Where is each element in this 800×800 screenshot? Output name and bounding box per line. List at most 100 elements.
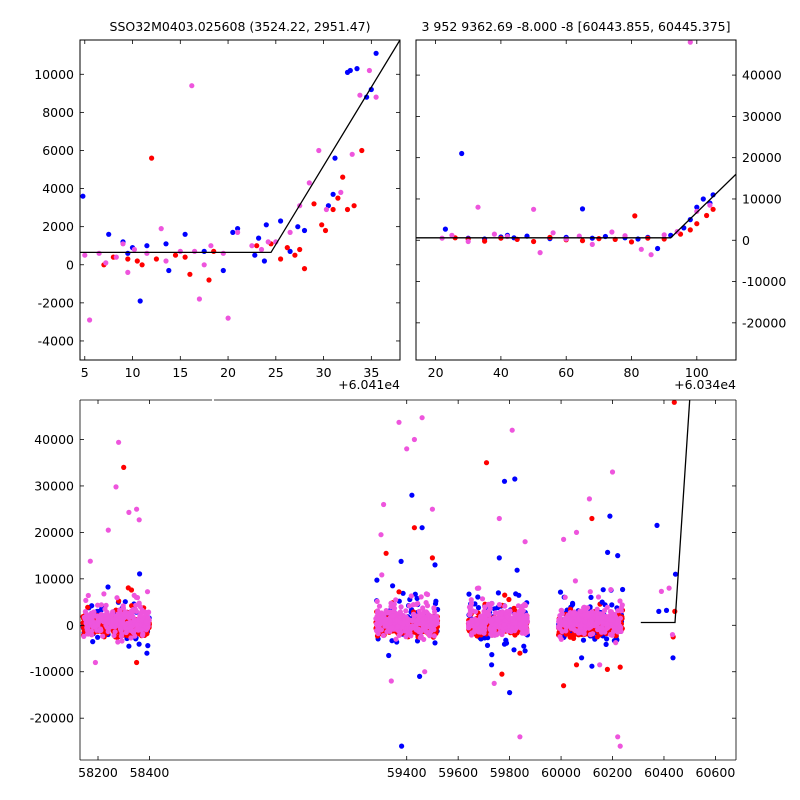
pink-point	[420, 620, 427, 626]
red-point	[311, 201, 317, 207]
pink-point	[113, 613, 119, 620]
pink-point	[95, 602, 101, 608]
pink-point	[431, 605, 437, 611]
pink-point	[609, 229, 615, 235]
pink-point	[201, 262, 207, 268]
pink-point	[163, 258, 169, 264]
y-tick-label: 30000	[34, 478, 74, 493]
blue-point	[399, 743, 405, 749]
pink-point	[492, 610, 499, 616]
pink-point	[376, 603, 383, 609]
blue-point	[409, 492, 415, 498]
x-tick-label: 35	[363, 365, 379, 380]
pink-point	[661, 232, 667, 238]
pink-point	[501, 622, 507, 628]
pink-point	[113, 484, 119, 490]
pink-point	[489, 618, 495, 624]
blue-point	[501, 478, 508, 484]
y-tick-label: 4000	[42, 181, 74, 196]
pink-point	[92, 659, 98, 666]
pink-point	[406, 603, 412, 609]
pink-point	[130, 614, 136, 620]
red-point	[694, 221, 700, 227]
blue-point	[347, 67, 353, 74]
blue-point	[144, 650, 150, 656]
blue-point	[125, 250, 131, 256]
pink-point	[520, 618, 526, 624]
blue-point	[512, 476, 518, 482]
pink-point	[493, 621, 499, 628]
pink-point	[611, 613, 617, 619]
pink-point	[104, 624, 110, 630]
pink-point	[482, 609, 488, 615]
pink-point	[196, 296, 202, 302]
red-point	[710, 206, 716, 212]
pink-point	[418, 594, 424, 600]
pink-point	[413, 601, 419, 608]
pink-point	[618, 628, 624, 635]
pink-point	[375, 623, 381, 629]
red-point	[561, 683, 567, 689]
blue-point	[672, 571, 679, 577]
pink-point	[142, 609, 148, 615]
blue-point	[663, 607, 670, 614]
red-point	[604, 666, 611, 673]
pink-point	[384, 629, 390, 635]
blue-point	[235, 226, 241, 232]
pink-point	[555, 624, 562, 631]
blue-point	[607, 513, 613, 519]
pink-point	[648, 252, 654, 258]
red-point	[319, 222, 325, 228]
blue-point	[655, 245, 661, 252]
pink-point	[520, 608, 526, 614]
pink-point	[424, 603, 431, 609]
pink-point	[140, 631, 146, 637]
pink-point	[390, 608, 396, 615]
pink-point	[598, 611, 604, 617]
pink-point	[411, 611, 417, 617]
top-left-panel: 5 10 15 20 25 30 35 -4000 -2000 0 2000 4000 6000 8000…	[34, 39, 401, 380]
pink-point	[416, 626, 422, 632]
pink-point	[235, 229, 241, 235]
y-tick-label: 0	[66, 618, 74, 633]
red-point	[128, 587, 135, 593]
y-tick-label: 40000	[34, 432, 74, 447]
x-tick-label: 20	[428, 365, 444, 380]
pink-point	[586, 496, 593, 502]
pink-point	[123, 629, 129, 636]
blue-point	[615, 553, 621, 559]
blue-point	[182, 231, 188, 237]
blue-point	[126, 643, 132, 649]
pink-point	[487, 627, 493, 633]
blue-point	[122, 599, 128, 605]
pink-point	[84, 627, 90, 633]
pink-point	[510, 617, 516, 623]
pink-point	[557, 613, 563, 619]
fit-line	[640, 400, 691, 624]
blue-point	[432, 640, 438, 646]
blue-point	[220, 267, 226, 274]
pink-point	[127, 619, 133, 626]
pink-point	[472, 609, 479, 615]
blue-point	[654, 522, 660, 529]
pink-point	[572, 578, 579, 584]
pink-point	[608, 587, 614, 593]
red-point	[153, 256, 159, 262]
pink-point	[120, 603, 126, 609]
pink-point	[95, 617, 101, 623]
pink-point	[491, 231, 497, 237]
top-right-x-offset: +6.034e4	[674, 377, 736, 392]
blue-point	[489, 662, 495, 668]
pink-point	[382, 623, 388, 629]
pink-point	[511, 611, 518, 617]
red-point	[85, 604, 91, 610]
pink-point	[687, 40, 693, 45]
y-tick-label: 10000	[34, 67, 74, 82]
pink-point	[117, 626, 124, 632]
pink-point	[480, 613, 486, 620]
blue-point	[600, 587, 606, 593]
pink-point	[408, 633, 414, 639]
red-point	[129, 603, 135, 609]
red-point	[206, 277, 212, 283]
blue-point	[475, 605, 482, 611]
